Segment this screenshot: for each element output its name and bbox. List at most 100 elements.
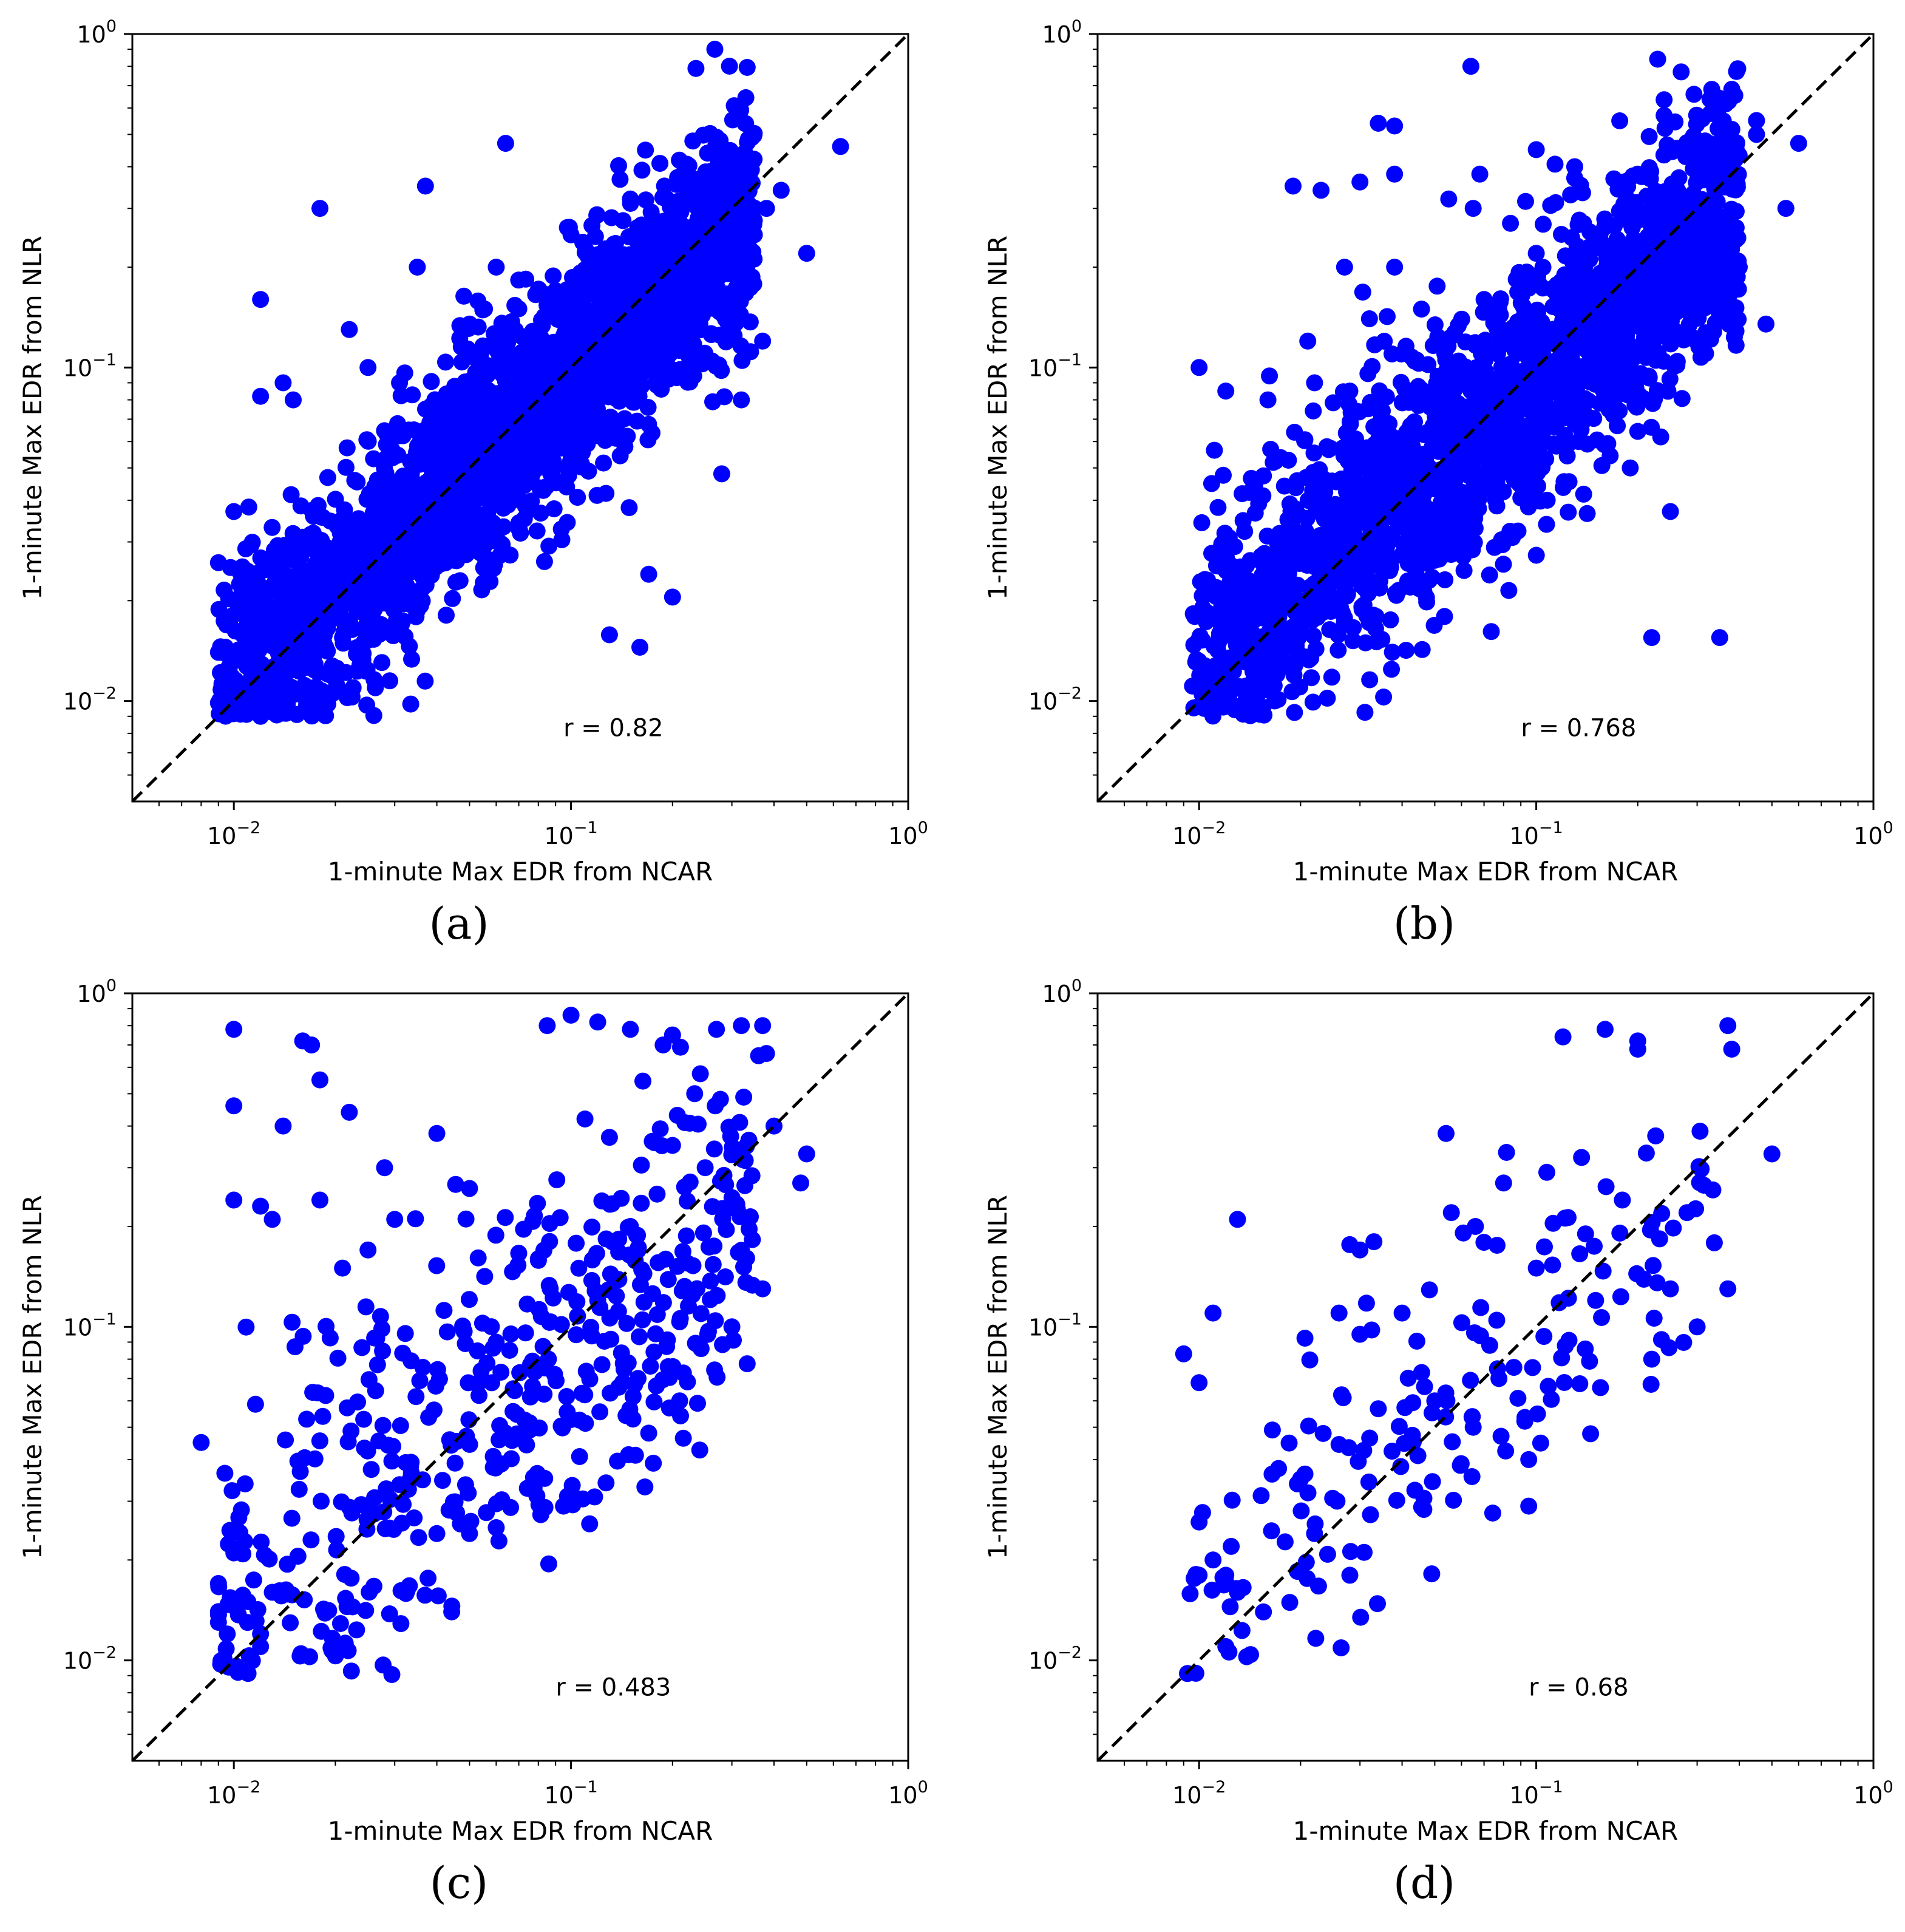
scatter-point xyxy=(1307,546,1325,564)
scatter-point xyxy=(1386,117,1404,135)
scatter-point xyxy=(509,490,526,508)
scatter-point xyxy=(1727,336,1745,354)
scatter-point xyxy=(1402,537,1419,555)
scatter-point xyxy=(1596,210,1614,228)
scatter-point xyxy=(628,372,646,390)
scatter-point xyxy=(348,473,366,491)
scatter-point xyxy=(1593,332,1611,349)
scatter-point xyxy=(319,619,336,637)
scatter-point xyxy=(1503,421,1520,438)
scatter-point xyxy=(702,172,719,189)
scatter-point xyxy=(297,699,314,716)
scatter-point xyxy=(1474,449,1492,467)
scatter-point xyxy=(1341,383,1359,400)
scatter-point xyxy=(1720,228,1738,245)
scatter-point xyxy=(1727,299,1745,316)
scatter-point xyxy=(1662,503,1679,520)
scatter-point xyxy=(1506,322,1523,339)
scatter-point xyxy=(1444,418,1461,436)
scatter-point xyxy=(1662,302,1679,319)
scatter-point xyxy=(1645,209,1663,226)
scatter-point xyxy=(1577,360,1595,378)
scatter-point xyxy=(1546,155,1564,173)
scatter-point xyxy=(545,500,563,517)
scatter-point xyxy=(1323,668,1340,686)
scatter-point xyxy=(1656,120,1674,137)
scatter-point xyxy=(738,59,756,76)
scatter-point xyxy=(486,325,503,342)
scatter-point xyxy=(1574,392,1591,409)
scatter-point xyxy=(1481,566,1498,583)
scatter-point xyxy=(613,271,630,288)
scatter-point xyxy=(1357,634,1374,651)
scatter-point xyxy=(271,651,288,668)
scatter-point xyxy=(1527,375,1545,393)
scatter-point xyxy=(1428,277,1446,295)
scatter-point xyxy=(1643,629,1660,647)
scatter-point xyxy=(1462,58,1479,75)
scatter-point xyxy=(319,695,336,713)
scatter-point xyxy=(574,444,591,461)
scatter-point xyxy=(1568,237,1586,255)
scatter-point xyxy=(478,363,496,381)
scatter-point xyxy=(434,494,452,511)
scatter-point xyxy=(742,129,760,146)
scatter-point xyxy=(754,332,772,350)
scatter-point xyxy=(654,347,672,364)
scatter-point xyxy=(718,291,735,308)
scatter-point xyxy=(1378,537,1396,554)
scatter-point xyxy=(1259,391,1277,409)
scatter-point xyxy=(451,330,469,347)
scatter-point xyxy=(1356,704,1374,721)
scatter-point xyxy=(542,464,559,482)
scatter-point xyxy=(545,267,562,285)
scatter-point xyxy=(486,532,504,549)
scatter-point xyxy=(1359,455,1376,472)
scatter-point xyxy=(1403,383,1421,400)
scatter-point xyxy=(564,337,582,355)
scatter-point xyxy=(1413,301,1430,318)
scatter-point xyxy=(1436,608,1453,625)
scatter-point xyxy=(398,519,415,537)
scatter-point xyxy=(1549,366,1567,383)
scatter-point xyxy=(1194,631,1211,649)
scatter-point xyxy=(413,537,430,554)
scatter-point xyxy=(475,574,492,591)
scatter-point xyxy=(1522,346,1540,364)
scatter-point xyxy=(633,348,650,366)
scatter-point xyxy=(1777,200,1795,217)
scatter-point xyxy=(1375,689,1393,706)
scatter-point xyxy=(683,253,701,270)
scatter-point xyxy=(1448,446,1466,464)
scatter-point xyxy=(711,198,728,216)
scatter-point xyxy=(361,579,378,597)
scatter-point xyxy=(1688,138,1706,155)
scatter-point xyxy=(327,491,344,508)
scatter-point xyxy=(654,226,672,243)
scatter-point xyxy=(273,680,290,698)
scatter-point xyxy=(559,378,576,395)
scatter-point xyxy=(330,565,347,583)
scatter-point xyxy=(1495,556,1512,573)
scatter-point xyxy=(1571,211,1588,229)
scatter-point xyxy=(1208,579,1226,597)
scatter-point xyxy=(596,253,614,270)
scatter-point xyxy=(409,259,426,276)
scatter-point xyxy=(569,489,586,506)
scatter-point xyxy=(1611,402,1628,420)
data-points xyxy=(1184,50,1807,725)
scatter-point xyxy=(1223,679,1241,696)
scatter-point xyxy=(687,60,705,77)
scatter-point xyxy=(1283,517,1300,535)
scatter-point xyxy=(1475,291,1493,308)
scatter-point xyxy=(450,426,468,443)
scatter-point xyxy=(1500,582,1518,599)
scatter-point xyxy=(1567,263,1584,281)
scatter-point xyxy=(535,481,552,499)
scatter-point xyxy=(252,387,270,405)
scatter-point xyxy=(1272,566,1290,584)
scatter-point xyxy=(1193,514,1211,531)
scatter-point xyxy=(1593,457,1611,474)
